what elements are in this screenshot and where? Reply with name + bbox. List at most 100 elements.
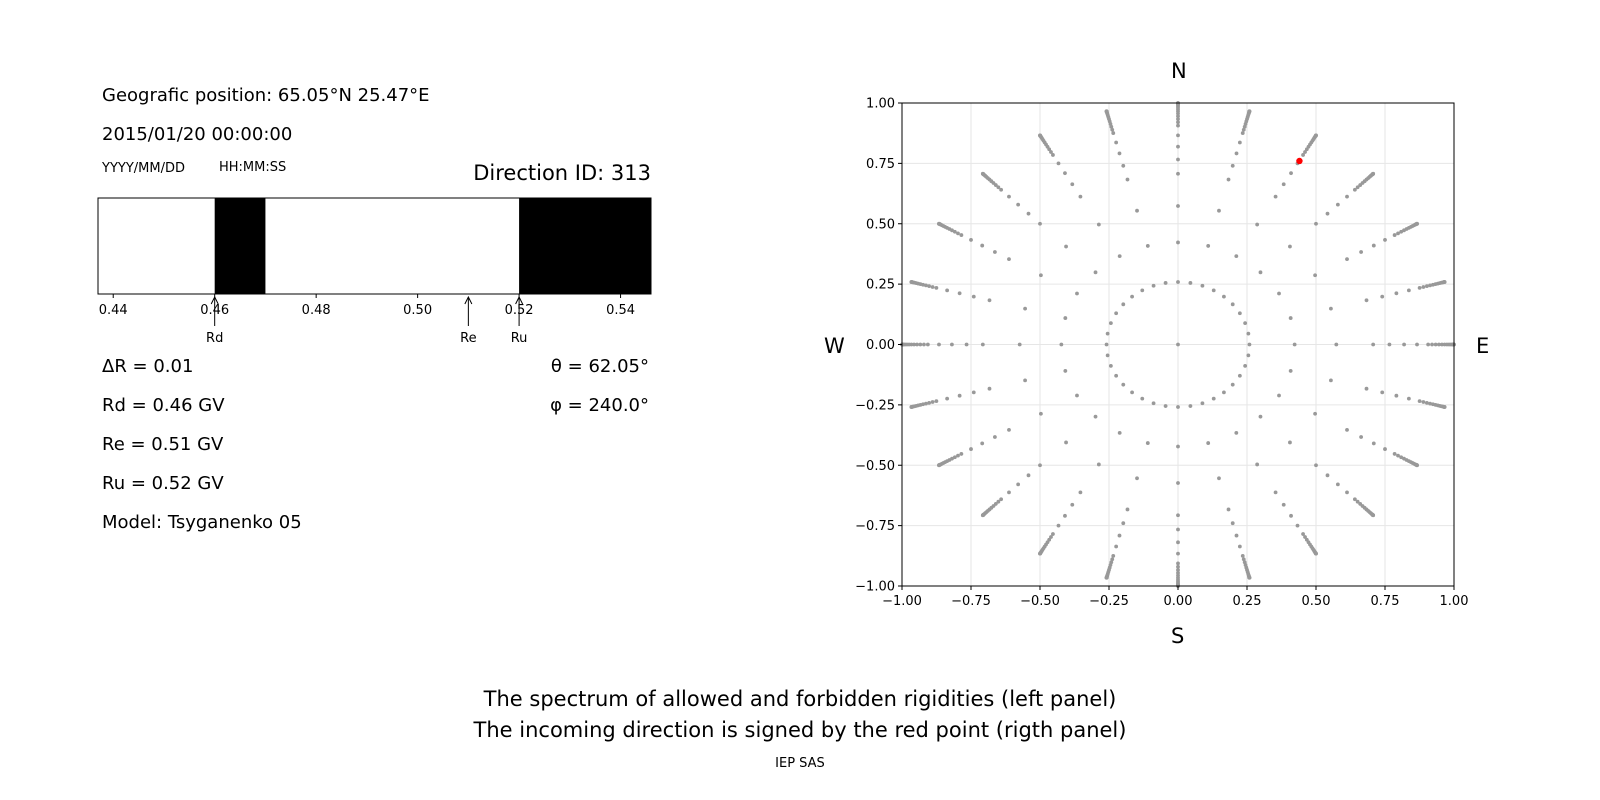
grid-point — [1314, 133, 1318, 138]
grid-point — [1237, 311, 1242, 316]
grid-point — [1406, 396, 1411, 401]
grid-point — [930, 400, 935, 404]
grid-point — [992, 435, 997, 439]
grid-point — [1049, 535, 1053, 539]
datetime: 2015/01/20 00:00:00 — [102, 124, 293, 145]
marker-label-ru: Ru — [511, 331, 528, 346]
grid-point — [1105, 353, 1110, 358]
grid-point — [927, 284, 932, 289]
grid-point — [1277, 291, 1281, 296]
grid-point — [1176, 117, 1180, 121]
grid-point — [964, 342, 969, 347]
grid-point — [1241, 127, 1246, 132]
re-value: Re = 0.51 GV — [102, 434, 224, 455]
grid-point — [1039, 273, 1043, 278]
y-tick-label: −0.75 — [855, 519, 895, 534]
grid-point — [1078, 194, 1083, 199]
grid-point — [1396, 453, 1400, 458]
grid-point — [1200, 283, 1205, 288]
grid-point — [957, 393, 962, 398]
compass-south-label: S — [1171, 624, 1185, 648]
grid-point — [959, 452, 964, 456]
grid-point — [1125, 507, 1130, 512]
grid-point — [1281, 502, 1286, 507]
theta-value: θ = 62.05° — [550, 356, 649, 377]
grid-point — [1313, 273, 1317, 278]
grid-point — [1345, 427, 1349, 432]
spectrum-tick-label: 0.54 — [606, 303, 635, 318]
grid-point — [1383, 447, 1387, 451]
grid-point — [1440, 342, 1444, 347]
grid-point — [934, 285, 939, 290]
grid-point — [1176, 144, 1180, 149]
grid-point — [1240, 554, 1245, 558]
grid-point — [1246, 353, 1251, 358]
grid-point — [969, 447, 973, 451]
grid-point — [1371, 171, 1376, 176]
grid-point — [971, 390, 976, 395]
compass-north-label: N — [1171, 59, 1187, 83]
grid-point — [950, 342, 954, 347]
grid-point — [1325, 211, 1330, 216]
grid-point — [1211, 396, 1216, 401]
grid-point — [1121, 302, 1126, 307]
grid-point — [1121, 521, 1126, 526]
grid-point — [1049, 150, 1053, 154]
grid-point — [1258, 270, 1263, 275]
grid-point — [1206, 244, 1211, 248]
grid-point — [980, 243, 985, 248]
grid-point — [1176, 114, 1180, 119]
grid-point — [980, 441, 985, 446]
grid-point — [909, 280, 914, 284]
grid-point — [1145, 441, 1150, 445]
grid-point — [1399, 229, 1404, 234]
grid-point — [1230, 302, 1235, 307]
grid-point — [1007, 194, 1011, 199]
grid-point — [1288, 440, 1292, 445]
grid-point — [957, 291, 962, 296]
grid-point — [1111, 131, 1116, 135]
grid-point — [1226, 177, 1231, 182]
x-tick-label: −1.00 — [882, 594, 922, 609]
grid-point — [1023, 378, 1027, 383]
grid-point — [1243, 363, 1248, 368]
grid-point — [1288, 244, 1292, 249]
grid-point — [1237, 544, 1242, 549]
grid-point — [971, 294, 976, 299]
grid-point — [1334, 342, 1339, 347]
grid-point — [1442, 280, 1447, 284]
grid-point — [1056, 523, 1061, 528]
grid-point — [1200, 401, 1205, 406]
grid-point — [1433, 342, 1438, 347]
grid-point — [1038, 463, 1042, 468]
y-tick-label: 0.00 — [866, 338, 895, 353]
grid-point — [1396, 231, 1400, 236]
grid-point — [1093, 270, 1098, 275]
grid-point — [1188, 404, 1193, 408]
grid-point — [1104, 575, 1109, 580]
grid-point — [1176, 561, 1180, 566]
grid-point — [1059, 342, 1064, 347]
grid-point — [1206, 441, 1211, 445]
grid-point — [1176, 123, 1180, 128]
model-name: Model: Tsyganenko 05 — [102, 512, 302, 533]
grid-point — [1415, 463, 1419, 468]
grid-point — [1038, 551, 1042, 556]
spectrum-tick-label: 0.44 — [99, 303, 128, 318]
grid-point — [1007, 427, 1011, 432]
grid-point — [1110, 557, 1115, 562]
grid-point — [937, 221, 941, 226]
grid-point — [1096, 222, 1101, 227]
grid-point — [1226, 507, 1231, 512]
grid-point — [1104, 109, 1109, 114]
grid-point — [1026, 473, 1031, 478]
grid-point — [1063, 171, 1067, 176]
grid-point — [1111, 554, 1116, 558]
date-format-label: YYYY/MM/DD — [102, 161, 185, 176]
grid-point — [1415, 342, 1419, 347]
grid-point — [945, 288, 950, 293]
grid-point — [1176, 513, 1180, 518]
grid-point — [1314, 551, 1318, 556]
grid-point — [987, 386, 992, 391]
